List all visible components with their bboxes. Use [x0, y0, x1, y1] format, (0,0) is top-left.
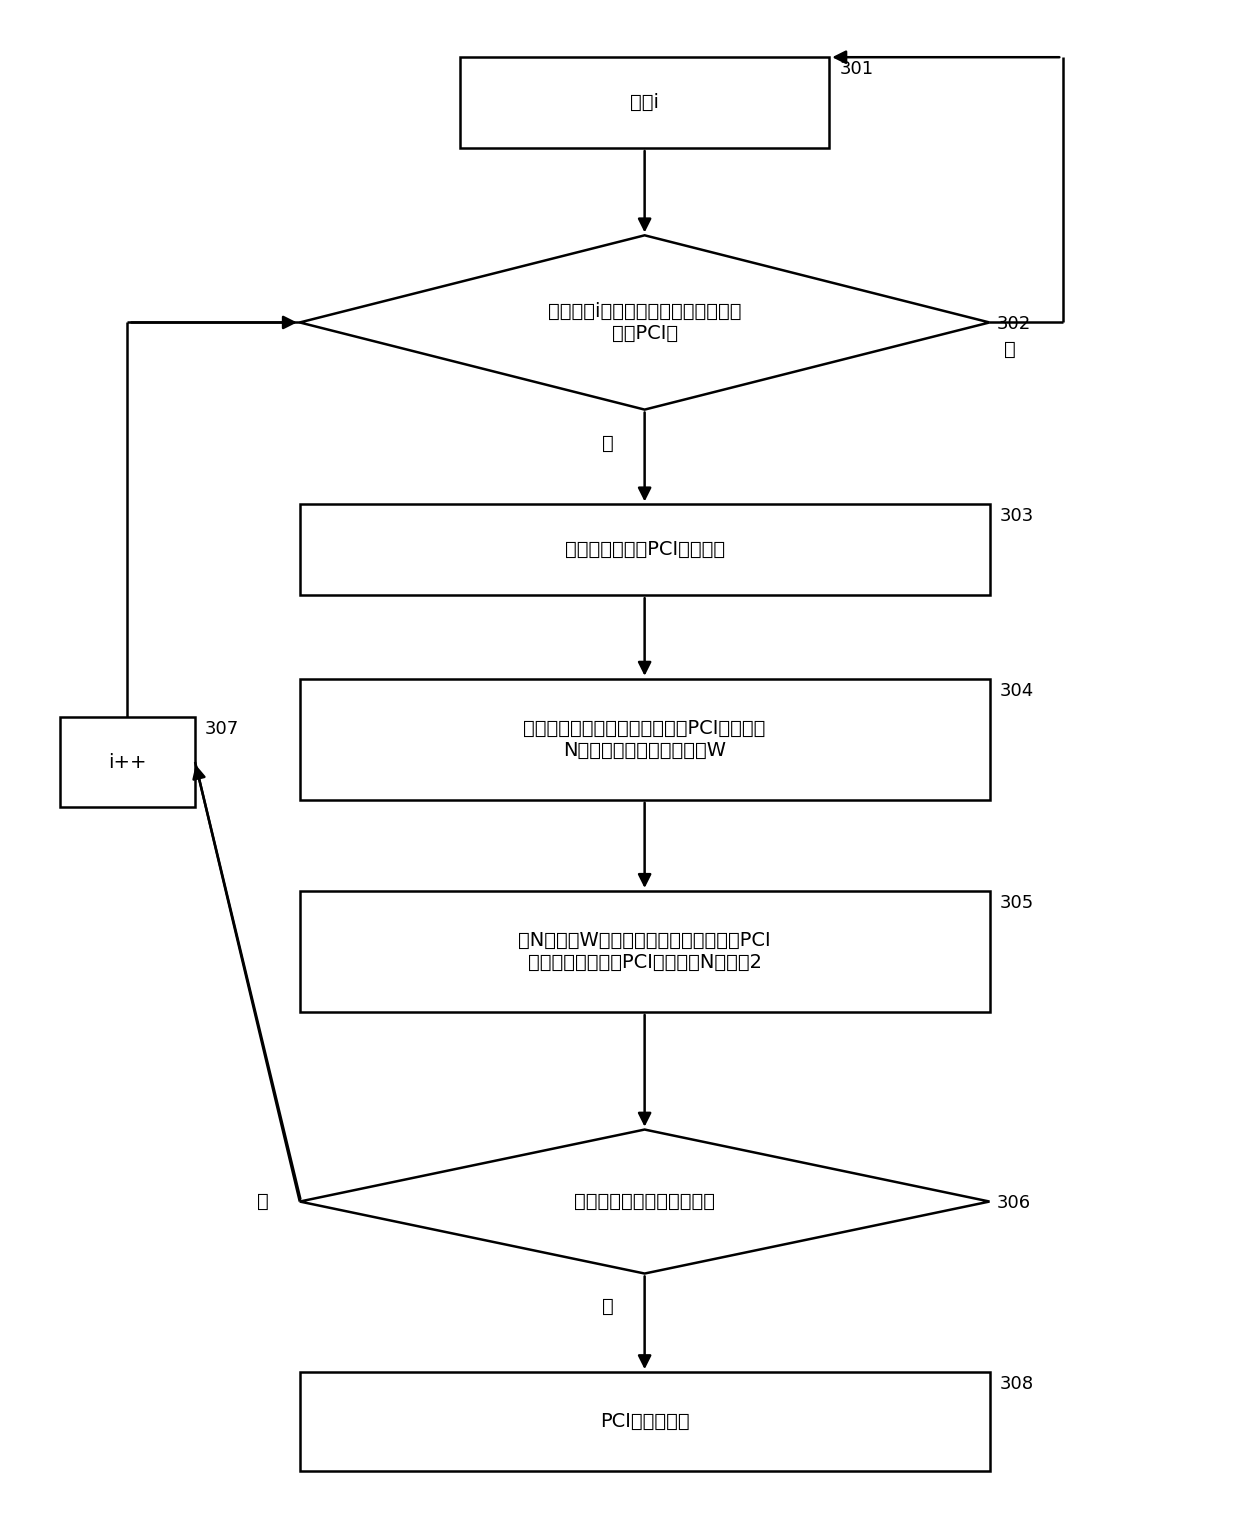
Text: 为N最大且W最高的小区优先分配剩余的PCI
组，保证已使用的PCI组的个数N不超过2: 为N最大且W最高的小区优先分配剩余的PCI 组，保证已使用的PCI组的个数N不超… [518, 931, 771, 972]
Text: 是: 是 [601, 1297, 614, 1317]
Text: 判断是否遍历完所有的基站: 判断是否遍历完所有的基站 [574, 1192, 715, 1212]
Text: i++: i++ [108, 753, 146, 771]
Bar [300, 892, 990, 1012]
Text: 获得上述各小区的邻区已使用的PCI组的个数
N，以及对应的邻区优先级W: 获得上述各小区的邻区已使用的PCI组的个数 N，以及对应的邻区优先级W [523, 719, 766, 760]
Text: 否: 否 [257, 1192, 269, 1212]
Bar [300, 1372, 990, 1471]
Text: 308: 308 [999, 1375, 1033, 1393]
Text: 307: 307 [205, 719, 239, 738]
Text: PCI组分配结束: PCI组分配结束 [600, 1411, 689, 1431]
Polygon shape [300, 235, 990, 410]
Text: 301: 301 [839, 61, 873, 78]
Polygon shape [300, 1129, 990, 1274]
Text: 304: 304 [999, 681, 1034, 700]
Bar [300, 678, 990, 800]
Text: 303: 303 [999, 507, 1034, 526]
Text: 302: 302 [997, 315, 1032, 332]
Bar [460, 58, 830, 148]
Text: 305: 305 [999, 895, 1034, 911]
Text: 否: 否 [601, 433, 614, 453]
Text: 判断基站i下所有小区是否均已分配可
用的PCI组: 判断基站i下所有小区是否均已分配可 用的PCI组 [548, 302, 742, 343]
Text: 306: 306 [997, 1193, 1030, 1212]
Bar [300, 504, 990, 596]
Text: 是: 是 [1004, 340, 1016, 360]
Text: 确定未分配可用PCI组的小区: 确定未分配可用PCI组的小区 [564, 541, 724, 559]
Bar [60, 716, 195, 808]
Text: 基站i: 基站i [630, 93, 660, 113]
